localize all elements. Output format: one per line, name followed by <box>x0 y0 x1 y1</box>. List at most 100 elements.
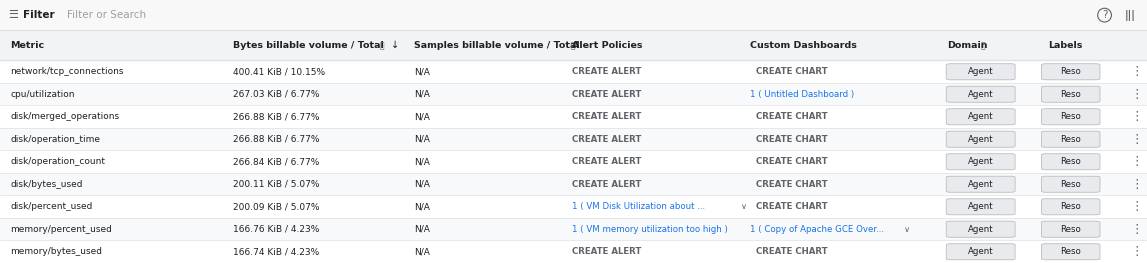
FancyBboxPatch shape <box>0 105 1147 128</box>
FancyBboxPatch shape <box>1041 244 1100 260</box>
Text: Reso: Reso <box>1060 135 1082 144</box>
Text: Reso: Reso <box>1060 180 1082 189</box>
Text: disk/bytes_used: disk/bytes_used <box>10 180 83 189</box>
Text: disk/operation_count: disk/operation_count <box>10 157 106 166</box>
Text: Agent: Agent <box>968 180 993 189</box>
FancyBboxPatch shape <box>1041 131 1100 147</box>
Text: CREATE CHART: CREATE CHART <box>756 157 827 166</box>
Text: Reso: Reso <box>1060 90 1082 99</box>
Text: CREATE ALERT: CREATE ALERT <box>572 67 641 76</box>
Text: 166.76 KiB / 4.23%: 166.76 KiB / 4.23% <box>233 225 319 234</box>
Text: 1 ( Copy of Apache GCE Over...: 1 ( Copy of Apache GCE Over... <box>750 225 884 234</box>
FancyBboxPatch shape <box>0 150 1147 173</box>
FancyBboxPatch shape <box>1041 109 1100 125</box>
Text: ?: ? <box>1102 10 1107 20</box>
Text: CREATE ALERT: CREATE ALERT <box>572 180 641 189</box>
Text: Reso: Reso <box>1060 67 1082 76</box>
Text: Domain: Domain <box>947 41 988 50</box>
Text: 266.88 KiB / 6.77%: 266.88 KiB / 6.77% <box>233 112 319 121</box>
Text: Agent: Agent <box>968 112 993 121</box>
FancyBboxPatch shape <box>1041 176 1100 192</box>
FancyBboxPatch shape <box>0 128 1147 150</box>
Text: ⋮: ⋮ <box>1131 155 1142 168</box>
FancyBboxPatch shape <box>946 221 1015 237</box>
Text: Agent: Agent <box>968 247 993 256</box>
FancyBboxPatch shape <box>1041 199 1100 215</box>
Text: CREATE ALERT: CREATE ALERT <box>572 135 641 144</box>
Text: CREATE ALERT: CREATE ALERT <box>572 247 641 256</box>
Text: N/A: N/A <box>414 225 430 234</box>
FancyBboxPatch shape <box>946 86 1015 102</box>
FancyBboxPatch shape <box>946 109 1015 125</box>
Text: memory/bytes_used: memory/bytes_used <box>10 247 102 256</box>
Text: Agent: Agent <box>968 135 993 144</box>
Text: Bytes billable volume / Total: Bytes billable volume / Total <box>233 41 383 50</box>
Text: N/A: N/A <box>414 202 430 211</box>
FancyBboxPatch shape <box>1041 86 1100 102</box>
Text: 1 ( Untitled Dashboard ): 1 ( Untitled Dashboard ) <box>750 90 855 99</box>
FancyBboxPatch shape <box>0 60 1147 83</box>
Text: Filter: Filter <box>23 10 55 20</box>
Text: Reso: Reso <box>1060 157 1082 166</box>
Text: CREATE ALERT: CREATE ALERT <box>572 112 641 121</box>
Text: N/A: N/A <box>414 180 430 189</box>
Text: network/tcp_connections: network/tcp_connections <box>10 67 124 76</box>
Text: 200.09 KiB / 5.07%: 200.09 KiB / 5.07% <box>233 202 319 211</box>
Text: Custom Dashboards: Custom Dashboards <box>750 41 857 50</box>
Text: 1 ( VM memory utilization too high ): 1 ( VM memory utilization too high ) <box>572 225 728 234</box>
Text: Alert Policies: Alert Policies <box>572 41 642 50</box>
Text: Agent: Agent <box>968 202 993 211</box>
Text: Reso: Reso <box>1060 202 1082 211</box>
FancyBboxPatch shape <box>0 30 1147 60</box>
Text: ⋮: ⋮ <box>1131 178 1142 191</box>
Text: N/A: N/A <box>414 90 430 99</box>
Text: ↓: ↓ <box>391 40 399 50</box>
FancyBboxPatch shape <box>1041 154 1100 170</box>
Text: ⋮: ⋮ <box>1131 200 1142 213</box>
Text: ⓘ: ⓘ <box>380 41 384 50</box>
FancyBboxPatch shape <box>0 0 1147 30</box>
Text: ☰: ☰ <box>8 10 18 20</box>
Text: Metric: Metric <box>10 41 45 50</box>
FancyBboxPatch shape <box>946 199 1015 215</box>
Text: ⓘ: ⓘ <box>570 41 575 50</box>
Text: CREATE CHART: CREATE CHART <box>756 202 827 211</box>
FancyBboxPatch shape <box>0 240 1147 263</box>
Text: |||: ||| <box>1124 10 1136 21</box>
Text: ⋮: ⋮ <box>1131 110 1142 123</box>
FancyBboxPatch shape <box>1041 221 1100 237</box>
FancyBboxPatch shape <box>0 195 1147 218</box>
Text: CREATE CHART: CREATE CHART <box>756 112 827 121</box>
Text: N/A: N/A <box>414 112 430 121</box>
Text: 166.74 KiB / 4.23%: 166.74 KiB / 4.23% <box>233 247 319 256</box>
FancyBboxPatch shape <box>946 154 1015 170</box>
Text: CREATE ALERT: CREATE ALERT <box>572 90 641 99</box>
Text: 1 ( VM Disk Utilization about ...: 1 ( VM Disk Utilization about ... <box>572 202 705 211</box>
FancyBboxPatch shape <box>946 244 1015 260</box>
Text: disk/merged_operations: disk/merged_operations <box>10 112 119 121</box>
Text: Agent: Agent <box>968 225 993 234</box>
Text: N/A: N/A <box>414 135 430 144</box>
Text: 400.41 KiB / 10.15%: 400.41 KiB / 10.15% <box>233 67 325 76</box>
Text: CREATE CHART: CREATE CHART <box>756 67 827 76</box>
Text: ⋮: ⋮ <box>1131 133 1142 146</box>
Text: ⋮: ⋮ <box>1131 223 1142 236</box>
Text: disk/percent_used: disk/percent_used <box>10 202 93 211</box>
Text: CREATE ALERT: CREATE ALERT <box>572 157 641 166</box>
Text: CREATE CHART: CREATE CHART <box>756 135 827 144</box>
Text: 266.84 KiB / 6.77%: 266.84 KiB / 6.77% <box>233 157 319 166</box>
Text: Agent: Agent <box>968 90 993 99</box>
Text: ⋮: ⋮ <box>1131 88 1142 101</box>
FancyBboxPatch shape <box>0 83 1147 105</box>
Text: ∨: ∨ <box>904 225 910 234</box>
FancyBboxPatch shape <box>1041 64 1100 80</box>
FancyBboxPatch shape <box>0 173 1147 195</box>
Text: N/A: N/A <box>414 247 430 256</box>
Text: ⋮: ⋮ <box>1131 65 1142 78</box>
Text: Agent: Agent <box>968 157 993 166</box>
Text: 200.11 KiB / 5.07%: 200.11 KiB / 5.07% <box>233 180 319 189</box>
Text: cpu/utilization: cpu/utilization <box>10 90 75 99</box>
FancyBboxPatch shape <box>946 131 1015 147</box>
Text: Labels: Labels <box>1048 41 1083 50</box>
Text: 267.03 KiB / 6.77%: 267.03 KiB / 6.77% <box>233 90 319 99</box>
